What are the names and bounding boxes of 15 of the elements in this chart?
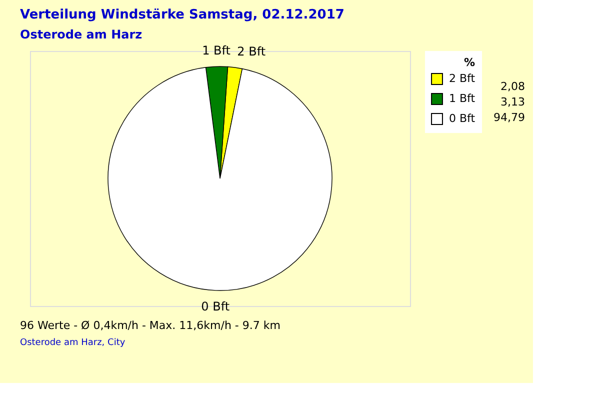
chart-subtitle: Osterode am Harz bbox=[20, 28, 142, 42]
data-label: 2,08 bbox=[500, 80, 525, 93]
legend-title: % bbox=[464, 56, 475, 69]
legend-label: 1 Bft bbox=[449, 92, 476, 105]
text: 96 Werte - Ø 0,4km/h - Max. 11,6km/h - 9.7 km bbox=[20, 319, 280, 332]
data-label: 3,13 bbox=[500, 96, 525, 108]
legend-label: 0 Bft bbox=[449, 112, 476, 125]
legend-label: 2 Bft bbox=[449, 72, 476, 85]
text: Osterode am Harz, City bbox=[20, 338, 126, 348]
slice-label: 1 Bft bbox=[202, 44, 231, 58]
slice-label: 0 Bft bbox=[201, 299, 230, 314]
pie-slice bbox=[108, 67, 332, 291]
chart-title: Verteilung Windstärke Samstag, 02.12.2017 bbox=[20, 8, 344, 23]
data-label: 94,79 bbox=[494, 111, 525, 124]
slice-label: 2 Bft bbox=[237, 44, 266, 59]
